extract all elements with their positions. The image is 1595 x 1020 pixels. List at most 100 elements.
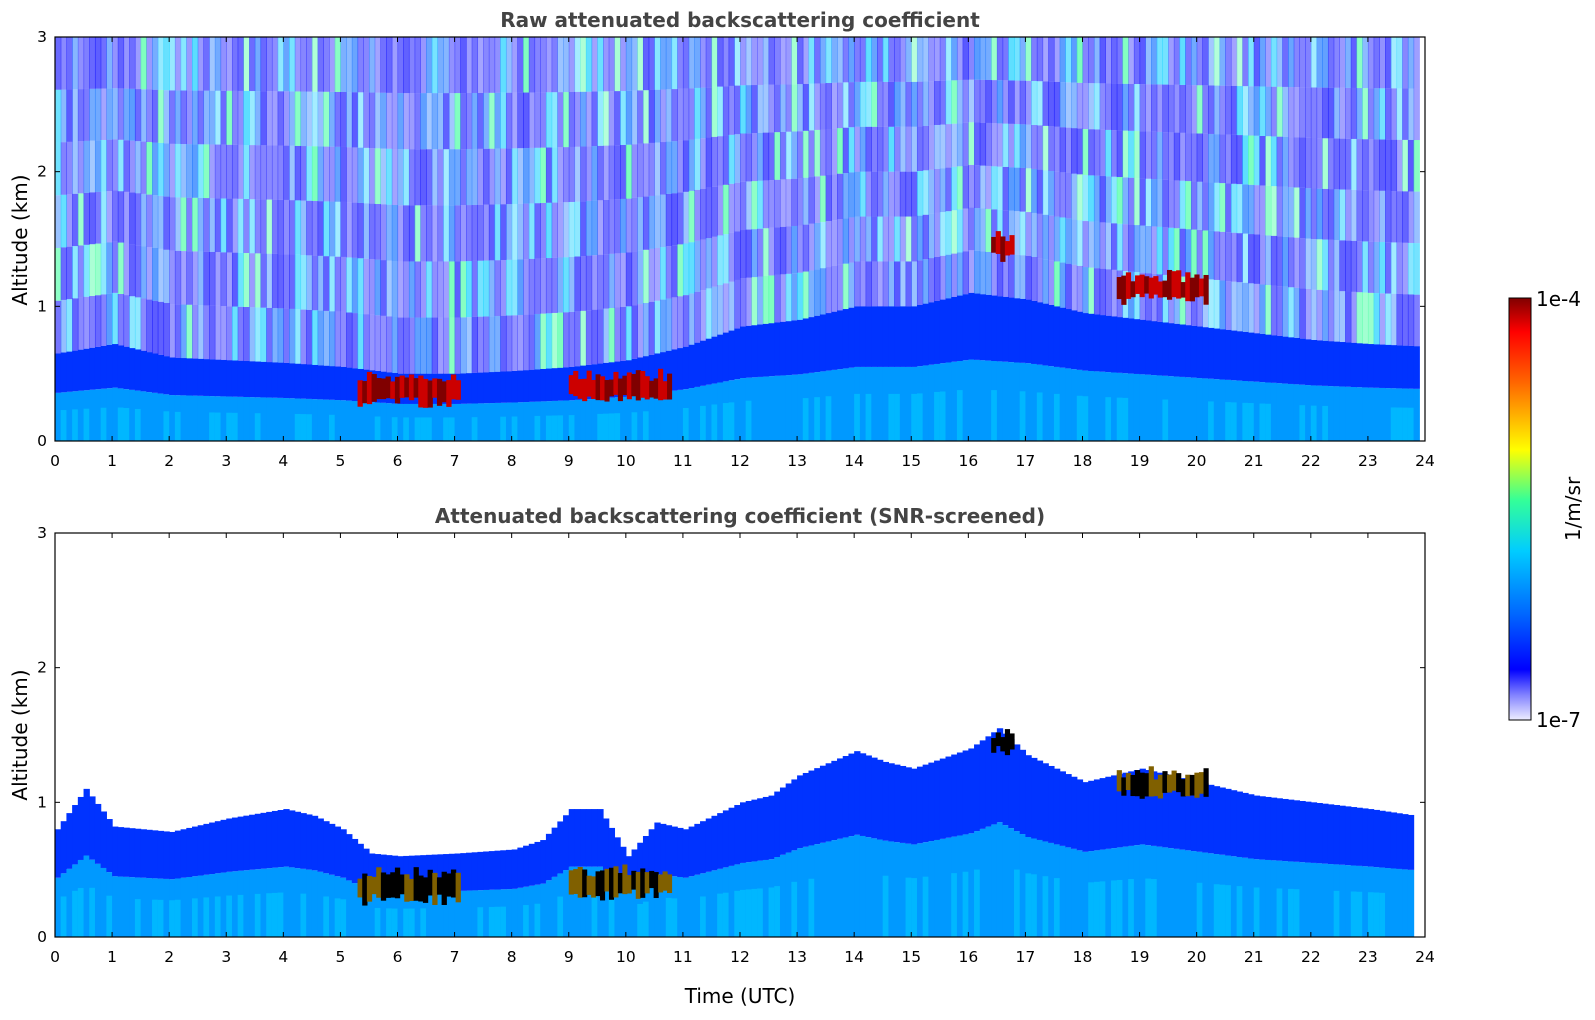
noise-cell	[89, 88, 96, 141]
cloud-cell	[432, 872, 438, 905]
noise-cell	[1145, 273, 1152, 321]
bl-lower-cell	[728, 865, 735, 937]
bl-lower-cell	[837, 838, 844, 937]
noise-cell	[329, 256, 336, 312]
bl-lower-cell	[146, 392, 153, 441]
noise-cell	[1173, 180, 1181, 229]
cloud-cell	[418, 875, 424, 902]
bl-lower-cell	[1133, 373, 1141, 441]
noise-cell	[323, 91, 330, 147]
bl-lower-cell	[660, 874, 667, 937]
noise-cell	[243, 37, 250, 92]
cloud-cell	[608, 379, 615, 397]
bl-upper-cell	[1385, 811, 1392, 869]
noise-cell	[1350, 189, 1358, 241]
noise-cell	[654, 142, 661, 196]
noise-cell	[403, 317, 410, 374]
noise-cell	[1373, 241, 1380, 294]
noise-cell	[1168, 132, 1175, 181]
noise-cell	[1367, 292, 1375, 345]
bl-lower-cell	[848, 367, 855, 441]
bl-lower-cell	[329, 874, 336, 937]
cloud-cell	[1157, 774, 1164, 799]
cloud-cell	[1125, 272, 1132, 299]
bl-lower-cell	[1145, 374, 1152, 441]
noise-cell	[837, 128, 844, 174]
noise-cell	[711, 37, 718, 87]
noise-cell	[1259, 185, 1266, 235]
noise-cell	[317, 146, 324, 202]
noise-cell	[174, 90, 182, 144]
bl-lower-cell	[294, 868, 302, 937]
noise-cell	[483, 204, 490, 261]
bl-upper-cell	[1162, 774, 1169, 848]
bl-upper-cell	[1333, 341, 1340, 387]
noise-cell	[471, 204, 479, 261]
noise-cell	[768, 180, 775, 228]
cloud-cell	[653, 872, 659, 899]
noise-cell	[152, 142, 159, 196]
cloud-cell	[441, 381, 447, 403]
bl-upper-cell	[728, 330, 735, 381]
bl-upper-cell	[1385, 344, 1392, 389]
noise-cell	[631, 305, 638, 359]
cloud-cell	[1166, 269, 1173, 300]
bl-lower-cell	[426, 891, 433, 937]
bl-upper-cell	[466, 373, 473, 404]
noise-cell	[260, 91, 267, 146]
noise-cell	[568, 146, 576, 202]
bl-lower-cell	[1293, 384, 1301, 441]
noise-cell	[1362, 139, 1369, 191]
bl-upper-cell	[700, 340, 707, 386]
noise-cell	[397, 93, 404, 150]
noise-cell	[728, 85, 735, 135]
bl-upper-cell	[859, 753, 867, 836]
noise-cell	[117, 139, 125, 192]
noise-cell	[254, 199, 262, 254]
noise-cell	[306, 146, 313, 201]
bl-lower-cell	[899, 842, 907, 937]
noise-cell	[1048, 215, 1055, 261]
noise-cell	[289, 37, 296, 92]
noise-cell	[974, 79, 981, 123]
noise-cell	[974, 208, 981, 251]
bl-lower-cell	[620, 887, 627, 937]
noise-cell	[791, 84, 798, 132]
noise-cell	[700, 37, 707, 88]
noise-cell	[443, 317, 450, 374]
bl-upper-cell	[985, 294, 992, 361]
noise-cell	[682, 88, 690, 141]
noise-cell	[1048, 81, 1055, 127]
cloud-cell	[667, 874, 673, 894]
noise-cell	[511, 37, 518, 93]
noise-cell	[757, 37, 764, 85]
noise-cell	[762, 276, 770, 324]
noise-cell	[671, 193, 678, 246]
bl-upper-cell	[477, 372, 484, 404]
noise-cell	[1133, 84, 1141, 132]
bl-lower-cell	[1139, 844, 1146, 937]
bl-lower-cell	[117, 876, 125, 937]
cloud-cell	[1116, 770, 1122, 792]
noise-cell	[779, 179, 787, 227]
noise-cell	[911, 126, 918, 172]
noise-cell	[1362, 190, 1369, 242]
aerosol-streak	[922, 876, 929, 937]
bl-upper-cell	[1299, 338, 1306, 385]
noise-cell	[625, 144, 633, 199]
noise-cell	[717, 235, 724, 286]
bl-lower-cell	[106, 388, 113, 441]
bl-lower-cell	[488, 403, 496, 441]
x-tick-label: 1	[107, 452, 117, 470]
noise-cell	[1048, 260, 1055, 305]
aerosol-streak	[745, 400, 753, 441]
noise-cell	[808, 130, 815, 178]
noise-cell	[294, 254, 302, 310]
noise-cell	[1162, 274, 1169, 323]
noise-cell	[214, 37, 222, 91]
noise-cell	[460, 149, 467, 206]
noise-cell	[1248, 86, 1255, 136]
noise-cell	[1179, 276, 1186, 325]
noise-cell	[951, 37, 958, 81]
noise-cell	[323, 256, 330, 311]
